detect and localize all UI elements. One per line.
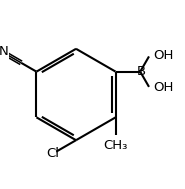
Text: Cl: Cl [47,147,60,160]
Text: OH: OH [153,49,173,62]
Text: N: N [0,46,9,58]
Text: B: B [137,65,146,78]
Text: CH₃: CH₃ [103,139,128,152]
Text: OH: OH [153,81,173,94]
